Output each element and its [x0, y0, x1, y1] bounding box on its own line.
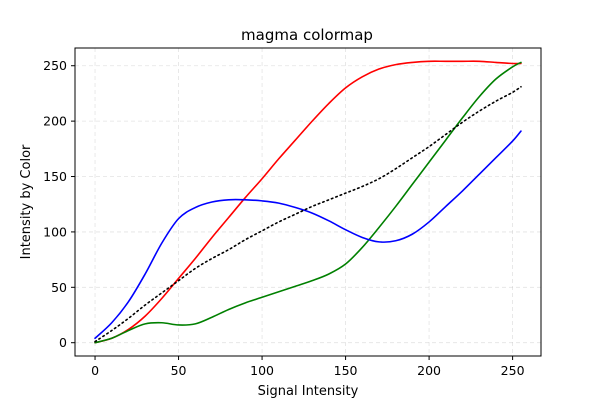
y-tick-label: 250 [43, 58, 67, 73]
black-dotted-series-line [94, 85, 522, 343]
plot-frame [74, 47, 542, 357]
x-axis: 0 50 100 150 200 250 [91, 356, 525, 378]
x-tick-label: 250 [501, 363, 525, 378]
y-axis-label: Intensity by Color [19, 144, 34, 259]
y-tick-label: 100 [43, 224, 67, 239]
x-tick-label: 50 [171, 363, 187, 378]
series-layer [94, 60, 522, 344]
x-axis-label: Signal Intensity [258, 384, 359, 399]
red-series-line [94, 60, 522, 344]
x-tick-label: 100 [250, 363, 274, 378]
y-tick-label: 150 [43, 169, 67, 184]
y-axis: 0 50 100 150 200 250 [43, 58, 75, 350]
x-tick-label: 0 [91, 363, 99, 378]
y-tick-label: 0 [59, 335, 67, 350]
x-tick-label: 150 [334, 363, 358, 378]
y-tick-label: 50 [51, 280, 67, 295]
y-tick-label: 200 [43, 114, 67, 129]
x-tick-label: 200 [417, 363, 441, 378]
green-series-line [94, 61, 522, 344]
chart-title: magma colormap [241, 26, 373, 44]
grid [75, 48, 541, 356]
blue-series-line [94, 130, 522, 340]
